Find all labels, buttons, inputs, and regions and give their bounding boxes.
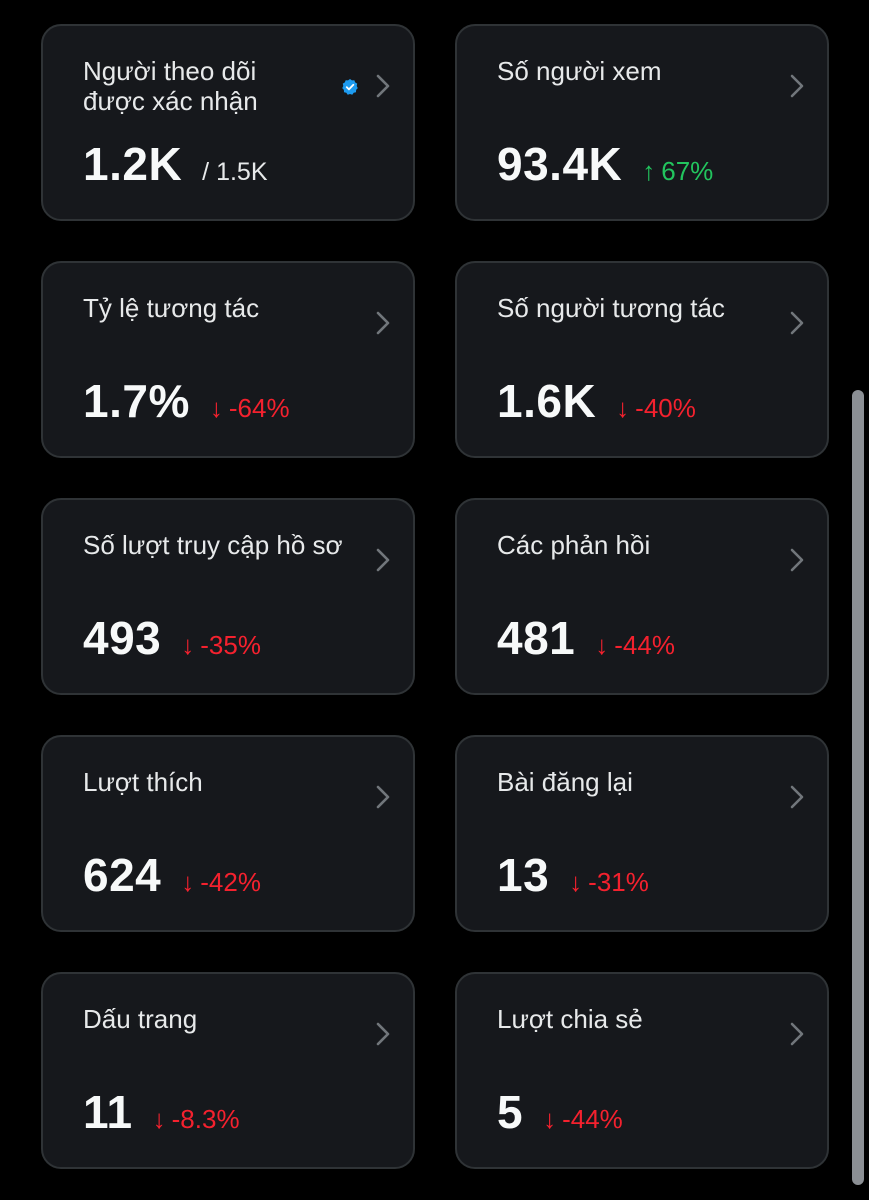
metric-value: 93.4K bbox=[497, 138, 623, 190]
card-title-row: Người theo dõi được xác nhận bbox=[83, 56, 333, 116]
metric-card-verified-followers[interactable]: Người theo dõi được xác nhận 1.2K / 1.5K bbox=[41, 24, 415, 221]
card-title: Tỷ lệ tương tác bbox=[83, 293, 260, 323]
metric-delta: ↑ 67% bbox=[642, 156, 713, 187]
verified-badge-icon bbox=[342, 78, 358, 95]
metric-card-engagement-rate[interactable]: Tỷ lệ tương tác 1.7% ↓ -64% bbox=[41, 261, 415, 458]
metric-card-replies[interactable]: Các phản hồi 481 ↓ -44% bbox=[455, 498, 829, 695]
trend-down-arrow-icon: ↓ bbox=[181, 867, 195, 897]
metric-value: 1.6K bbox=[497, 375, 597, 427]
chevron-right-icon bbox=[376, 311, 390, 335]
trend-down-arrow-icon: ↓ bbox=[209, 393, 223, 423]
chevron-right-icon bbox=[376, 785, 390, 809]
card-title-row: Tỷ lệ tương tác bbox=[83, 293, 333, 323]
card-value-row: 1.6K ↓ -40% bbox=[497, 375, 696, 427]
delta-value: -44% bbox=[614, 630, 675, 660]
card-value-row: 11 ↓ -8.3% bbox=[83, 1086, 240, 1138]
card-title: Bài đăng lại bbox=[497, 767, 633, 797]
metric-card-impressions[interactable]: Số người xem 93.4K ↑ 67% bbox=[455, 24, 829, 221]
metric-card-profile-visits[interactable]: Số lượt truy cập hồ sơ 493 ↓ -35% bbox=[41, 498, 415, 695]
trend-down-arrow-icon: ↓ bbox=[595, 630, 609, 660]
chevron-right-icon bbox=[790, 74, 804, 98]
metric-value: 481 bbox=[497, 612, 576, 664]
metric-value: 5 bbox=[497, 1086, 524, 1138]
metric-delta: ↓ -35% bbox=[181, 630, 261, 661]
chevron-right-icon bbox=[790, 311, 804, 335]
card-title-row: Số người xem bbox=[497, 56, 747, 86]
delta-value: -64% bbox=[228, 393, 290, 423]
card-title: Người theo dõi được xác nhận bbox=[83, 56, 258, 116]
chevron-right-icon bbox=[790, 785, 804, 809]
delta-value: -40% bbox=[635, 393, 696, 423]
card-title: Lượt chia sẻ bbox=[497, 1004, 643, 1034]
metric-delta: ↓ -64% bbox=[210, 393, 290, 424]
trend-up-arrow-icon: ↑ bbox=[642, 156, 656, 186]
metric-value: 493 bbox=[83, 612, 162, 664]
trend-down-arrow-icon: ↓ bbox=[152, 1104, 166, 1134]
delta-value: -42% bbox=[200, 867, 261, 897]
chevron-right-icon bbox=[376, 548, 390, 572]
card-title-row: Số lượt truy cập hồ sơ bbox=[83, 530, 343, 560]
card-value-row: 493 ↓ -35% bbox=[83, 612, 261, 664]
card-title: Dấu trang bbox=[83, 1004, 198, 1034]
trend-down-arrow-icon: ↓ bbox=[569, 867, 583, 897]
card-title: Lượt thích bbox=[83, 767, 203, 797]
card-title-row: Bài đăng lại bbox=[497, 767, 747, 797]
metric-value: 13 bbox=[497, 849, 550, 901]
card-title: Số lượt truy cập hồ sơ bbox=[83, 530, 343, 560]
trend-down-arrow-icon: ↓ bbox=[543, 1104, 557, 1134]
chevron-right-icon bbox=[376, 74, 390, 98]
metric-value: 1.7% bbox=[83, 375, 190, 427]
delta-value: -31% bbox=[588, 867, 649, 897]
metric-card-reposts[interactable]: Bài đăng lại 13 ↓ -31% bbox=[455, 735, 829, 932]
card-value-row: 481 ↓ -44% bbox=[497, 612, 675, 664]
card-value-row: 5 ↓ -44% bbox=[497, 1086, 623, 1138]
metric-delta: ↓ -44% bbox=[543, 1104, 623, 1135]
card-value-row: 1.7% ↓ -64% bbox=[83, 375, 290, 427]
card-title-row: Lượt thích bbox=[83, 767, 333, 797]
metric-value: 624 bbox=[83, 849, 162, 901]
delta-value: -8.3% bbox=[171, 1104, 240, 1134]
metric-delta: ↓ -8.3% bbox=[153, 1104, 240, 1135]
trend-down-arrow-icon: ↓ bbox=[616, 393, 630, 423]
card-value-row: 1.2K / 1.5K bbox=[83, 138, 268, 190]
metric-card-shares[interactable]: Lượt chia sẻ 5 ↓ -44% bbox=[455, 972, 829, 1169]
chevron-right-icon bbox=[376, 1022, 390, 1046]
metric-total: / 1.5K bbox=[202, 158, 268, 186]
delta-value: -35% bbox=[200, 630, 261, 660]
chevron-right-icon bbox=[790, 548, 804, 572]
metric-value: 11 bbox=[83, 1086, 133, 1138]
metric-card-engaged-users[interactable]: Số người tương tác 1.6K ↓ -40% bbox=[455, 261, 829, 458]
metric-delta: ↓ -40% bbox=[616, 393, 696, 424]
metrics-grid: Người theo dõi được xác nhận 1.2K / 1.5K… bbox=[41, 24, 829, 1169]
card-value-row: 13 ↓ -31% bbox=[497, 849, 649, 901]
delta-value: 67% bbox=[661, 156, 714, 186]
card-title: Các phản hồi bbox=[497, 530, 651, 560]
metric-value: 1.2K bbox=[83, 138, 183, 190]
metric-delta: ↓ -44% bbox=[595, 630, 675, 661]
metric-delta: ↓ -31% bbox=[569, 867, 649, 898]
card-value-row: 624 ↓ -42% bbox=[83, 849, 261, 901]
trend-down-arrow-icon: ↓ bbox=[181, 630, 195, 660]
metric-delta: ↓ -42% bbox=[181, 867, 261, 898]
card-value-row: 93.4K ↑ 67% bbox=[497, 138, 713, 190]
card-title: Số người xem bbox=[497, 56, 662, 86]
card-title-row: Dấu trang bbox=[83, 1004, 333, 1034]
metric-card-likes[interactable]: Lượt thích 624 ↓ -42% bbox=[41, 735, 415, 932]
card-title-row: Các phản hồi bbox=[497, 530, 747, 560]
metric-card-bookmarks[interactable]: Dấu trang 11 ↓ -8.3% bbox=[41, 972, 415, 1169]
card-title: Số người tương tác bbox=[497, 293, 725, 323]
delta-value: -44% bbox=[562, 1104, 623, 1134]
vertical-scrollbar[interactable] bbox=[852, 390, 864, 1185]
card-title-row: Số người tương tác bbox=[497, 293, 747, 323]
card-title-row: Lượt chia sẻ bbox=[497, 1004, 747, 1034]
chevron-right-icon bbox=[790, 1022, 804, 1046]
